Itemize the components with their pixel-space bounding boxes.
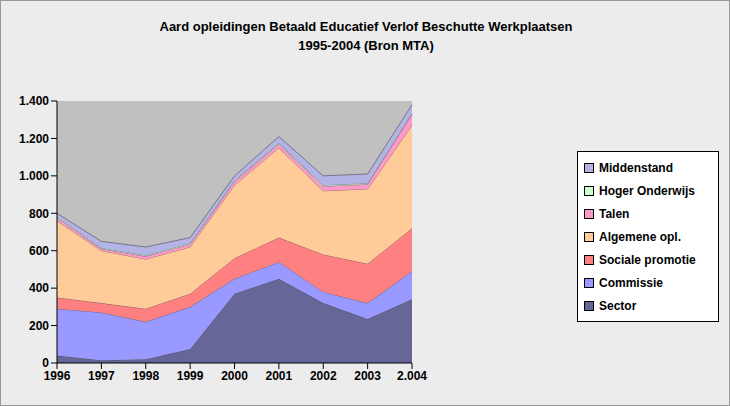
svg-text:2.004: 2.004	[397, 369, 427, 383]
svg-text:600: 600	[29, 244, 49, 258]
svg-text:1999: 1999	[177, 369, 204, 383]
svg-text:800: 800	[29, 207, 49, 221]
svg-text:1997: 1997	[88, 369, 115, 383]
html-text:Talen: Talen	[599, 206, 630, 221]
html-text:Algemene opl.: Algemene opl.	[599, 229, 681, 244]
svg-text:2003: 2003	[354, 369, 381, 383]
html-text:Commissie: Commissie	[599, 275, 663, 290]
svg-text:2001: 2001	[266, 369, 293, 383]
svg-text:1.400: 1.400	[19, 94, 49, 108]
html-text:Middenstand: Middenstand	[599, 160, 673, 175]
svg-text:1996: 1996	[44, 369, 71, 383]
html-text:Sociale promotie: Sociale promotie	[599, 252, 696, 267]
svg-text:2000: 2000	[221, 369, 248, 383]
svg-text:1.000: 1.000	[19, 169, 49, 183]
svg-text:1998: 1998	[132, 369, 159, 383]
svg-text:0: 0	[42, 356, 49, 370]
svg-text:1.200: 1.200	[19, 132, 49, 146]
svg-text:400: 400	[29, 281, 49, 295]
svg-text:200: 200	[29, 319, 49, 333]
html-text:Sector: Sector	[599, 298, 637, 313]
html-text:Aard opleidingen Betaald Educa: Aard opleidingen Betaald Educatief Verlo…	[159, 19, 573, 34]
svg-text:2002: 2002	[310, 369, 337, 383]
html-text:1995-2004 (Bron MTA): 1995-2004 (Bron MTA)	[298, 38, 434, 53]
html-text:Hoger Onderwijs: Hoger Onderwijs	[599, 183, 695, 198]
